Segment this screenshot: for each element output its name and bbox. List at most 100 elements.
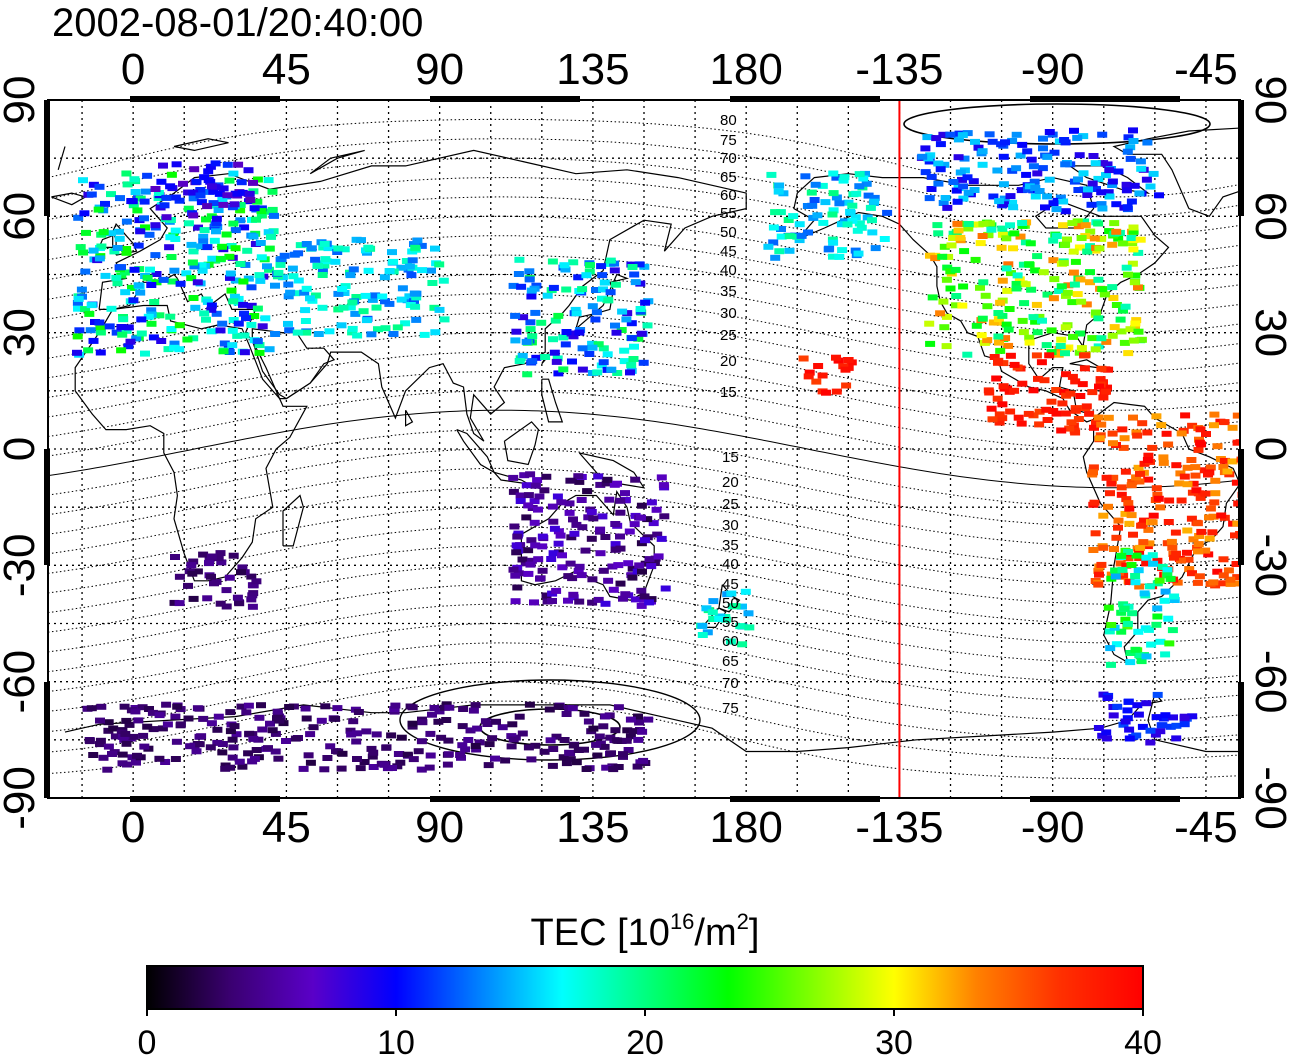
- tec-point: [360, 292, 371, 299]
- tec-point: [1157, 563, 1168, 570]
- tec-point: [218, 201, 229, 208]
- tec-point: [1143, 526, 1154, 533]
- tec-point: [136, 330, 147, 337]
- tec-point: [264, 266, 274, 273]
- tec-point: [983, 231, 994, 238]
- tec-point: [623, 560, 634, 567]
- tec-point: [165, 234, 176, 241]
- tec-point: [117, 751, 128, 758]
- tec-point: [206, 306, 217, 313]
- tec-point: [563, 573, 574, 580]
- tec-point: [1137, 723, 1148, 730]
- tec-point: [192, 279, 203, 286]
- tec-point: [199, 227, 210, 234]
- tec-point: [345, 727, 356, 734]
- tec-point: [568, 591, 579, 598]
- tec-point: [213, 713, 224, 720]
- tec-point: [550, 317, 561, 324]
- tec-point: [935, 141, 946, 148]
- tec-point: [1179, 715, 1190, 722]
- contour-label: 60: [722, 633, 739, 650]
- tec-point: [1134, 652, 1145, 659]
- tec-point: [557, 552, 567, 559]
- tec-point: [388, 331, 399, 337]
- tec-point: [1232, 439, 1240, 446]
- tec-point: [170, 227, 181, 234]
- tec-point: [390, 702, 401, 709]
- tec-point: [834, 253, 845, 260]
- tec-point: [1127, 610, 1138, 617]
- tec-point: [1004, 306, 1015, 312]
- tec-point: [646, 563, 657, 570]
- coastline: [541, 378, 564, 423]
- tec-point: [1085, 269, 1095, 276]
- tec-point: [169, 340, 180, 347]
- tec-point: [602, 476, 613, 483]
- tec-point: [392, 324, 403, 331]
- tec-point: [587, 344, 598, 351]
- tec-point: [962, 174, 973, 181]
- tec-point: [211, 215, 222, 222]
- tec-point: [1112, 703, 1123, 710]
- tec-point: [1130, 272, 1141, 279]
- tec-point: [209, 580, 219, 587]
- tec-point: [1090, 309, 1101, 316]
- tec-point: [1074, 244, 1085, 251]
- tec-point: [123, 343, 134, 350]
- tec-point: [577, 524, 588, 531]
- tec-point: [457, 723, 468, 730]
- tec-point: [1060, 350, 1070, 357]
- tec-point: [697, 622, 708, 629]
- tec-point: [571, 759, 582, 766]
- tec-point: [1225, 576, 1236, 583]
- tec-point: [810, 181, 821, 188]
- tec-point: [351, 738, 362, 745]
- tec-point: [319, 262, 330, 269]
- tec-point: [1018, 261, 1029, 268]
- tec-point: [720, 616, 731, 623]
- tec-point: [239, 332, 250, 339]
- tec-point: [361, 317, 372, 324]
- tec-point: [836, 221, 847, 228]
- tec-point: [569, 530, 580, 537]
- tec-point: [491, 718, 501, 725]
- colorbar-tick-label: 20: [626, 1024, 664, 1057]
- tec-point: [1123, 698, 1134, 705]
- tec-point: [1030, 193, 1041, 200]
- tec-point: [1136, 336, 1147, 343]
- tec-point: [1122, 707, 1133, 714]
- tec-point: [584, 351, 595, 357]
- tec-point: [579, 710, 590, 717]
- tec-point: [235, 217, 246, 224]
- colorbar-title: TEC [1016/m2]: [531, 909, 760, 954]
- tec-point: [151, 271, 162, 277]
- lat-label-left: 90: [0, 76, 44, 125]
- tec-point: [995, 347, 1006, 354]
- tec-point: [78, 249, 89, 256]
- tec-point: [1133, 328, 1144, 335]
- tec-point: [206, 553, 217, 560]
- tec-point: [1142, 457, 1153, 463]
- tec-point: [567, 358, 577, 365]
- tec-point: [1133, 711, 1144, 718]
- tec-point: [1186, 515, 1197, 522]
- tec-point: [993, 333, 1004, 340]
- tec-point: [130, 708, 141, 715]
- tec-point: [1218, 556, 1229, 563]
- tec-point: [632, 763, 643, 770]
- tec-point: [1133, 567, 1144, 574]
- tec-point: [178, 180, 188, 187]
- tec-point: [642, 322, 653, 329]
- tec-point: [237, 564, 248, 571]
- tec-point: [1231, 479, 1240, 486]
- tec-point: [1147, 519, 1158, 526]
- tec-point: [142, 172, 153, 179]
- tec-point: [379, 761, 390, 768]
- tec-point: [629, 521, 640, 528]
- magnetic-contour: [48, 487, 1240, 566]
- tec-point: [229, 201, 240, 208]
- tec-point: [255, 240, 266, 246]
- tec-point: [828, 207, 839, 214]
- tec-point: [401, 258, 412, 264]
- tec-point: [1158, 454, 1169, 461]
